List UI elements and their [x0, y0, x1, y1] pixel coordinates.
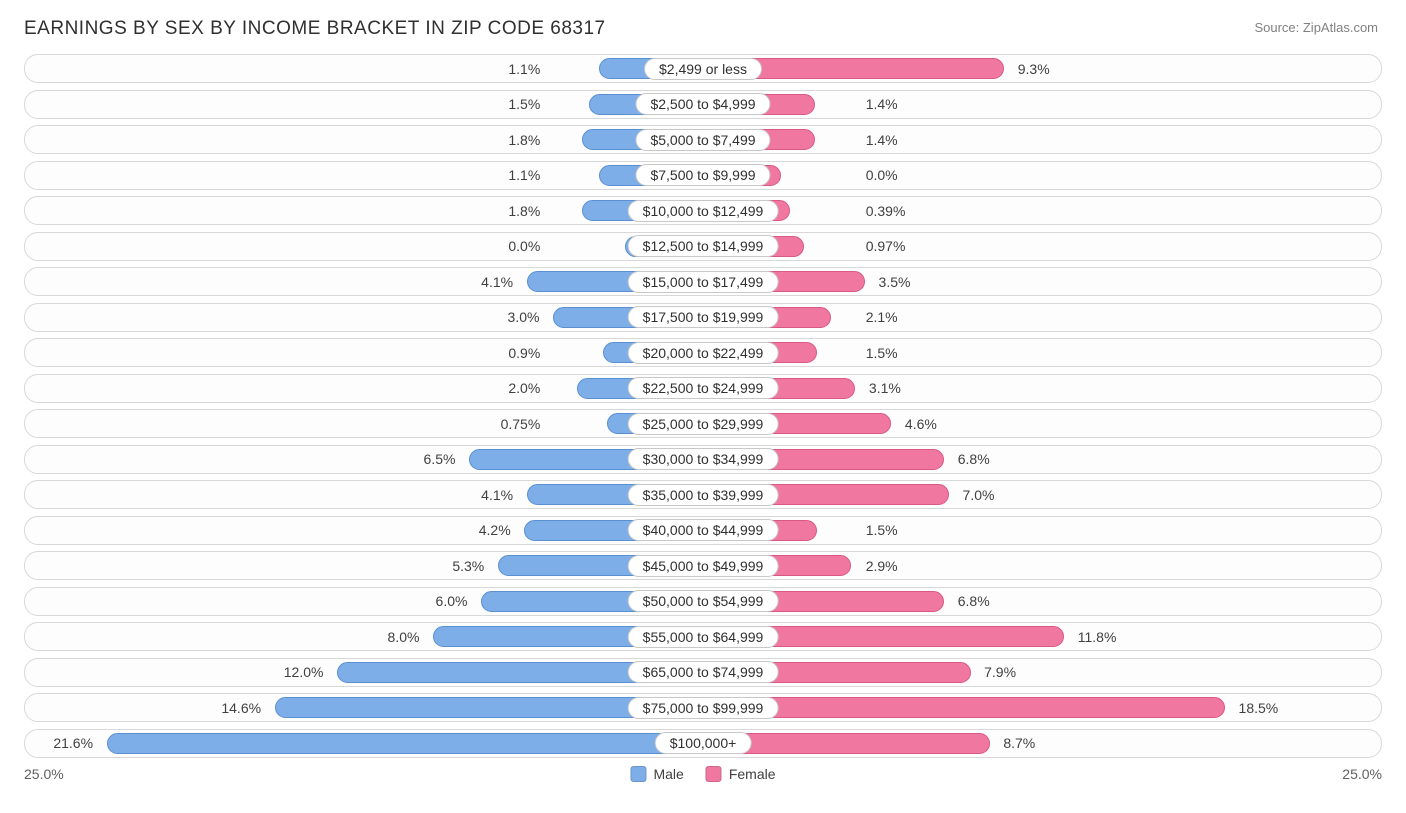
chart-row: 12.0% 7.9% $65,000 to $74,999 [24, 658, 1382, 687]
female-value-label: 0.39% [866, 203, 906, 219]
male-value-label: 5.3% [452, 558, 484, 574]
axis-max-left: 25.0% [24, 766, 64, 782]
category-pill: $5,000 to $7,499 [635, 129, 770, 151]
male-value-label: 2.0% [508, 380, 540, 396]
chart-row: 6.5% 6.8% $30,000 to $34,999 [24, 445, 1382, 474]
chart-row: 1.1% 0.0% $7,500 to $9,999 [24, 161, 1382, 190]
category-pill: $40,000 to $44,999 [628, 519, 779, 541]
female-value-label: 9.3% [1018, 61, 1050, 77]
male-swatch-icon [630, 766, 646, 782]
category-pill: $10,000 to $12,499 [628, 200, 779, 222]
male-value-label: 4.2% [479, 522, 511, 538]
male-value-label: 1.5% [508, 96, 540, 112]
legend-female: Female [706, 766, 776, 782]
male-value-label: 14.6% [221, 700, 261, 716]
male-value-label: 6.0% [436, 593, 468, 609]
female-value-label: 1.5% [866, 345, 898, 361]
female-swatch-icon [706, 766, 722, 782]
category-pill: $2,499 or less [644, 58, 762, 80]
chart-row: 14.6% 18.5% $75,000 to $99,999 [24, 693, 1382, 722]
female-value-label: 1.4% [866, 132, 898, 148]
chart-title: EARNINGS BY SEX BY INCOME BRACKET IN ZIP… [24, 18, 1382, 40]
chart-footer: 25.0% Male Female 25.0% [24, 764, 1382, 794]
chart-row: 5.3% 2.9% $45,000 to $49,999 [24, 551, 1382, 580]
category-pill: $55,000 to $64,999 [628, 626, 779, 648]
legend-male: Male [630, 766, 683, 782]
male-value-label: 4.1% [481, 487, 513, 503]
female-value-label: 8.7% [1003, 735, 1035, 751]
chart-row: 4.1% 3.5% $15,000 to $17,499 [24, 267, 1382, 296]
female-value-label: 6.8% [958, 593, 990, 609]
chart-row: 1.1% 9.3% $2,499 or less [24, 54, 1382, 83]
chart-row: 0.75% 4.6% $25,000 to $29,999 [24, 409, 1382, 438]
male-value-label: 12.0% [284, 664, 324, 680]
chart-row: 6.0% 6.8% $50,000 to $54,999 [24, 587, 1382, 616]
female-value-label: 1.4% [866, 96, 898, 112]
chart-row: 2.0% 3.1% $22,500 to $24,999 [24, 374, 1382, 403]
female-value-label: 0.0% [866, 167, 898, 183]
legend-female-label: Female [729, 766, 776, 782]
category-pill: $50,000 to $54,999 [628, 590, 779, 612]
chart-row: 4.1% 7.0% $35,000 to $39,999 [24, 480, 1382, 509]
category-pill: $45,000 to $49,999 [628, 555, 779, 577]
category-pill: $65,000 to $74,999 [628, 661, 779, 683]
male-value-label: 21.6% [53, 735, 93, 751]
chart-row: 21.6% 8.7% $100,000+ [24, 729, 1382, 758]
category-pill: $7,500 to $9,999 [635, 164, 770, 186]
chart-row: 0.0% 0.97% $12,500 to $14,999 [24, 232, 1382, 261]
female-value-label: 7.9% [984, 664, 1016, 680]
category-pill: $15,000 to $17,499 [628, 271, 779, 293]
chart-row: 1.8% 0.39% $10,000 to $12,499 [24, 196, 1382, 225]
female-value-label: 0.97% [866, 238, 906, 254]
category-pill: $100,000+ [655, 732, 752, 754]
male-value-label: 1.1% [508, 167, 540, 183]
female-value-label: 3.1% [869, 380, 901, 396]
female-value-label: 2.1% [866, 309, 898, 325]
male-value-label: 1.1% [508, 61, 540, 77]
axis-max-right: 25.0% [1342, 766, 1382, 782]
category-pill: $12,500 to $14,999 [628, 235, 779, 257]
male-value-label: 3.0% [508, 309, 540, 325]
category-pill: $25,000 to $29,999 [628, 413, 779, 435]
female-value-label: 7.0% [963, 487, 995, 503]
chart-row: 1.8% 1.4% $5,000 to $7,499 [24, 125, 1382, 154]
category-pill: $20,000 to $22,499 [628, 342, 779, 364]
category-pill: $75,000 to $99,999 [628, 697, 779, 719]
male-value-label: 0.75% [501, 416, 541, 432]
chart-row: 8.0% 11.8% $55,000 to $64,999 [24, 622, 1382, 651]
chart-row: 4.2% 1.5% $40,000 to $44,999 [24, 516, 1382, 545]
diverging-bar-chart: 1.1% 9.3% $2,499 or less 1.5% 1.4% $2,500 to … [24, 54, 1382, 758]
female-value-label: 2.9% [866, 558, 898, 574]
female-value-label: 3.5% [879, 274, 911, 290]
male-value-label: 1.8% [508, 132, 540, 148]
female-value-label: 6.8% [958, 451, 990, 467]
category-pill: $22,500 to $24,999 [628, 377, 779, 399]
chart-row: 1.5% 1.4% $2,500 to $4,999 [24, 90, 1382, 119]
chart-row: 3.0% 2.1% $17,500 to $19,999 [24, 303, 1382, 332]
female-value-label: 11.8% [1078, 629, 1117, 645]
male-value-label: 0.9% [508, 345, 540, 361]
female-value-label: 18.5% [1239, 700, 1279, 716]
chart-row: 0.9% 1.5% $20,000 to $22,499 [24, 338, 1382, 367]
category-pill: $17,500 to $19,999 [628, 306, 779, 328]
male-value-label: 6.5% [424, 451, 456, 467]
male-value-label: 4.1% [481, 274, 513, 290]
female-bar [703, 697, 1225, 718]
category-pill: $30,000 to $34,999 [628, 448, 779, 470]
category-pill: $2,500 to $4,999 [635, 93, 770, 115]
female-value-label: 4.6% [905, 416, 937, 432]
legend-male-label: Male [653, 766, 683, 782]
male-bar [107, 733, 703, 754]
male-value-label: 0.0% [508, 238, 540, 254]
female-value-label: 1.5% [866, 522, 898, 538]
male-value-label: 1.8% [508, 203, 540, 219]
legend: Male Female [630, 766, 775, 782]
source-attribution: Source: ZipAtlas.com [1254, 20, 1378, 35]
category-pill: $35,000 to $39,999 [628, 484, 779, 506]
male-value-label: 8.0% [388, 629, 420, 645]
